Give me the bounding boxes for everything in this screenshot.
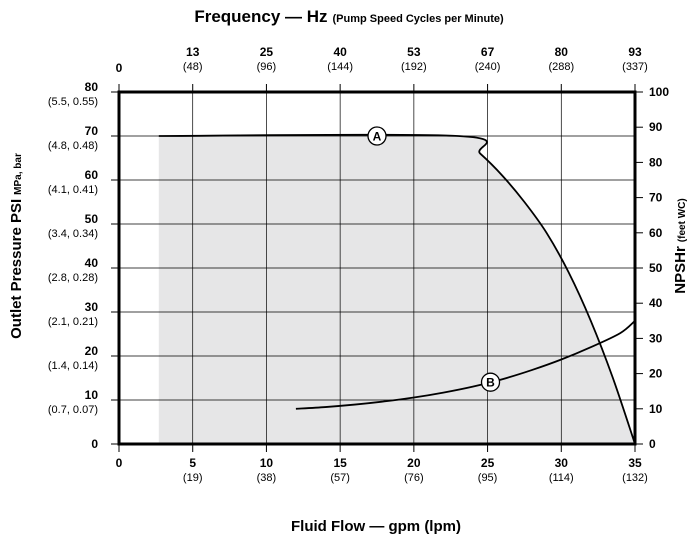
top-tick-sublabel: (192) (401, 61, 427, 73)
y-axis-label-main: Outlet Pressure PSI (8, 199, 25, 339)
x-tick-label: 30 (555, 456, 569, 470)
top-tick-label: 25 (260, 45, 274, 59)
operating-region (158, 134, 635, 444)
y2-tick-label: 80 (649, 155, 663, 169)
x-tick-sublabel: (132) (622, 472, 648, 484)
y-tick-label: 50 (85, 212, 99, 226)
series-marker-a (367, 126, 387, 146)
y-tick-label: 40 (85, 256, 99, 270)
y-tick-label: 30 (85, 300, 99, 314)
y-axis-label-units: MPa, bar (13, 153, 24, 195)
y-tick-label: 60 (85, 168, 99, 182)
y2-tick-label: 60 (649, 226, 663, 240)
x-tick-label: 25 (481, 456, 495, 470)
top-tick-sublabel: (337) (622, 61, 648, 73)
x-tick-label: 35 (628, 456, 642, 470)
y-tick-label: 80 (85, 80, 99, 94)
x-tick-sublabel: (114) (549, 472, 574, 484)
y-tick-label: 0 (91, 437, 98, 451)
x-tick-sublabel: (38) (257, 472, 277, 484)
x-tick-sublabel: (57) (330, 472, 350, 484)
y-tick-label: 10 (85, 388, 99, 402)
y2-axis-label-main: NPSHr (672, 246, 689, 294)
x-axis-label: Fluid Flow — gpm (lpm) (291, 518, 461, 535)
y2-tick-label: 90 (649, 120, 663, 134)
top-tick-label: 67 (481, 45, 495, 59)
top-tick-sublabel: (240) (475, 61, 501, 73)
top-tick-sublabel: (48) (183, 61, 203, 73)
y-tick-sublabel: (2.1, 0.21) (48, 316, 98, 328)
top-tick-label: 93 (628, 45, 642, 59)
y2-tick-label: 20 (649, 367, 663, 381)
y2-tick-label: 70 (649, 191, 663, 205)
y-tick-sublabel: (2.8, 0.28) (48, 272, 98, 284)
y-axis-label: Outlet Pressure PSI MPa, bar (8, 153, 25, 339)
x-tick-sublabel: (76) (404, 472, 424, 484)
y-tick-sublabel: (5.5, 0.55) (48, 96, 98, 108)
series-marker-b (480, 372, 501, 392)
x-tick-label: 15 (333, 456, 347, 470)
y2-axis-label: NPSHr (feet WC) (672, 198, 689, 293)
top-tick-label: 0 (116, 61, 123, 75)
top-tick-label: 53 (407, 45, 421, 59)
top-tick-label: 13 (186, 45, 200, 59)
series-line-b (295, 320, 636, 410)
x-tick-label: 10 (260, 456, 274, 470)
y-tick-sublabel: (3.4, 0.34) (48, 228, 98, 240)
y-tick-sublabel: (4.8, 0.48) (48, 140, 98, 152)
y-tick-label: 70 (85, 124, 99, 138)
top-tick-sublabel: (96) (257, 61, 277, 73)
y-tick-label: 20 (85, 344, 99, 358)
top-tick-sublabel: (144) (327, 61, 353, 73)
x-tick-sublabel: (19) (183, 472, 203, 484)
y2-tick-label: 100 (649, 85, 669, 99)
y2-tick-label: 30 (649, 331, 663, 345)
series-label-a: A (373, 130, 382, 144)
series-line-a (158, 133, 636, 445)
x-tick-label: 0 (116, 456, 123, 470)
y2-tick-label: 40 (649, 296, 663, 310)
chart-title: Frequency — Hz (Pump Speed Cycles per Min… (194, 7, 504, 26)
y2-tick-label: 10 (649, 402, 663, 416)
x-tick-label: 5 (189, 456, 196, 470)
top-tick-sublabel: (288) (548, 61, 574, 73)
series-label-b: B (486, 376, 495, 390)
top-tick-label: 40 (333, 45, 347, 59)
y2-axis-label-units: (feet WC) (677, 198, 688, 242)
x-tick-label: 20 (407, 456, 421, 470)
top-tick-label: 80 (555, 45, 569, 59)
x-tick-sublabel: (95) (478, 472, 498, 484)
y-tick-sublabel: (4.1, 0.41) (48, 184, 98, 196)
y2-tick-label: 0 (649, 437, 656, 451)
y2-tick-label: 50 (649, 261, 663, 275)
y-tick-sublabel: (1.4, 0.14) (48, 360, 98, 372)
chart-title-note: (Pump Speed Cycles per Minute) (333, 13, 504, 25)
y-tick-sublabel: (0.7, 0.07) (48, 404, 98, 416)
chart-title-main: Frequency — Hz (194, 7, 327, 26)
